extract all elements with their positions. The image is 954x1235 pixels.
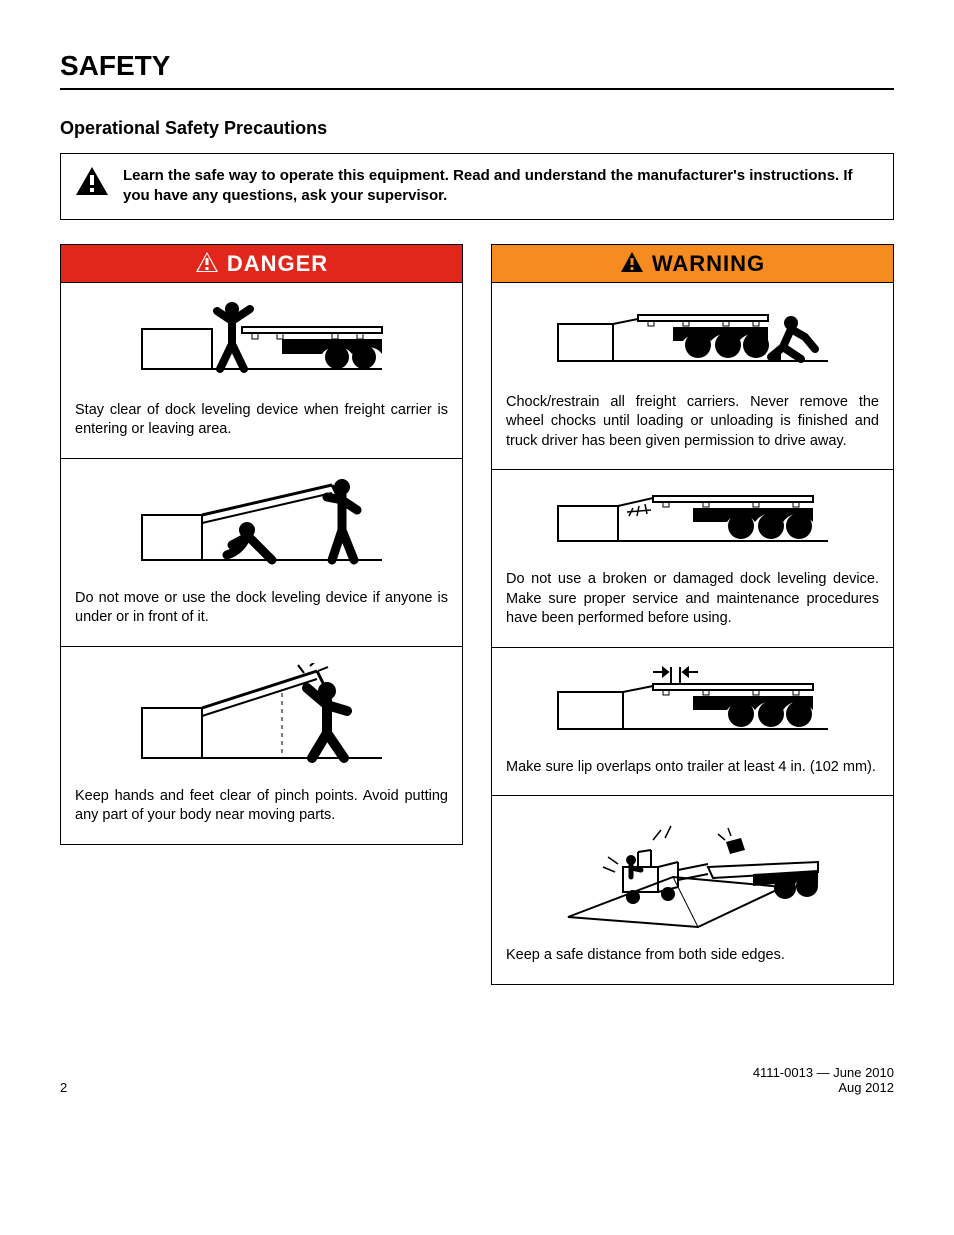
alert-icon	[195, 251, 219, 278]
item-text: Do not use a broken or damaged dock leve…	[506, 570, 879, 629]
item-text: Keep a safe distance from both side edge…	[506, 946, 879, 966]
danger-column: DANGER	[60, 244, 463, 845]
page-title: SAFETY	[60, 50, 894, 90]
item-text: Make sure lip overlaps onto trailer at l…	[506, 758, 879, 778]
doc-rev: Aug 2012	[753, 1080, 894, 1095]
page-number: 2	[60, 1080, 67, 1095]
warning-header: WARNING	[492, 245, 893, 283]
alert-icon	[75, 166, 109, 201]
illustration	[506, 812, 879, 932]
danger-item: Stay clear of dock leveling device when …	[61, 283, 462, 458]
danger-item: Do not move or use the dock leveling dev…	[61, 458, 462, 646]
danger-item: Keep hands and feet clear of pinch point…	[61, 646, 462, 844]
warning-label: WARNING	[652, 251, 765, 277]
warning-item: Do not use a broken or damaged dock leve…	[492, 469, 893, 647]
section-title: Operational Safety Precautions	[60, 118, 894, 139]
item-text: Stay clear of dock leveling device when …	[75, 401, 448, 440]
intro-callout: Learn the safe way to operate this equip…	[60, 153, 894, 220]
warning-item: Chock/restrain all freight carriers. Nev…	[492, 283, 893, 470]
illustration	[506, 664, 879, 744]
danger-header: DANGER	[61, 245, 462, 283]
illustration	[506, 299, 879, 379]
columns: DANGER	[60, 244, 894, 986]
doc-id: 4111-0013 — June 2010	[753, 1065, 894, 1080]
item-text: Do not move or use the dock leveling dev…	[75, 589, 448, 628]
item-text: Keep hands and feet clear of pinch point…	[75, 787, 448, 826]
item-text: Chock/restrain all freight carriers. Nev…	[506, 393, 879, 452]
warning-column: WARNING	[491, 244, 894, 986]
warning-item: Make sure lip overlaps onto trailer at l…	[492, 647, 893, 796]
illustration	[75, 299, 448, 387]
warning-item: Keep a safe distance from both side edge…	[492, 795, 893, 984]
illustration	[75, 663, 448, 773]
intro-text: Learn the safe way to operate this equip…	[123, 166, 879, 207]
illustration	[75, 475, 448, 575]
danger-label: DANGER	[227, 251, 328, 277]
page-footer: 2 4111-0013 — June 2010 Aug 2012	[60, 1065, 894, 1095]
alert-icon	[620, 251, 644, 278]
illustration	[506, 486, 879, 556]
